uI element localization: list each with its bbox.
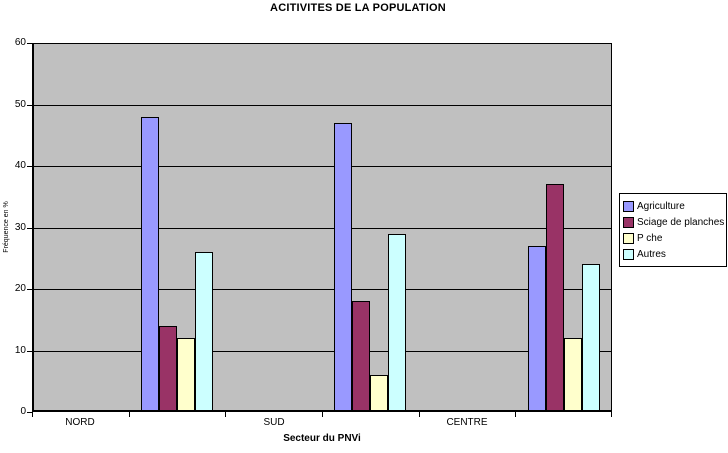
x-tick-mark bbox=[32, 412, 33, 417]
bar-nord-2 bbox=[177, 338, 195, 412]
legend-label: P che bbox=[637, 232, 663, 244]
x-tick-mark bbox=[225, 412, 226, 417]
y-tick-label: 20 bbox=[14, 283, 26, 294]
y-tick-mark bbox=[27, 166, 32, 167]
gridline-10 bbox=[32, 351, 612, 352]
y-tick-label: 40 bbox=[14, 160, 26, 171]
bar-centre-3 bbox=[582, 264, 600, 412]
legend-label: Agriculture bbox=[637, 200, 685, 212]
x-axis-line bbox=[32, 410, 612, 412]
x-tick-mark bbox=[611, 412, 612, 417]
bar-sud-1 bbox=[352, 301, 370, 412]
bar-sud-3 bbox=[388, 234, 406, 412]
x-category-label-centre: CENTRE bbox=[446, 417, 488, 428]
bar-centre-1 bbox=[546, 184, 564, 412]
legend: Agriculture Sciage de planches P che Autres bbox=[619, 193, 727, 267]
x-tick-mark bbox=[322, 412, 323, 417]
bar-centre-0 bbox=[528, 246, 546, 412]
chart-title: ACITIVITES DE LA POPULATION bbox=[270, 2, 446, 14]
y-tick-mark bbox=[27, 105, 32, 106]
x-category-label-nord: NORD bbox=[65, 417, 95, 428]
y-tick-label: 60 bbox=[14, 37, 26, 48]
legend-item: Agriculture bbox=[623, 198, 726, 214]
plot-area bbox=[32, 43, 612, 412]
legend-item: P che bbox=[623, 230, 726, 246]
gridline-60 bbox=[32, 43, 612, 44]
gridline-20 bbox=[32, 289, 612, 290]
x-tick-mark bbox=[515, 412, 516, 417]
gridline-30 bbox=[32, 228, 612, 229]
plot-right-border bbox=[611, 43, 612, 412]
legend-color-swatch bbox=[623, 232, 634, 244]
y-tick-label: 50 bbox=[14, 99, 26, 110]
y-tick-mark bbox=[27, 351, 32, 352]
bar-nord-3 bbox=[195, 252, 213, 412]
legend-label: Autres bbox=[637, 248, 666, 260]
bar-centre-2 bbox=[564, 338, 582, 412]
x-category-label-sud: SUD bbox=[263, 417, 285, 428]
legend-item: Sciage de planches bbox=[623, 214, 726, 230]
y-tick-label: 0 bbox=[20, 406, 26, 417]
y-axis-line bbox=[32, 43, 34, 412]
y-tick-label: 10 bbox=[14, 345, 26, 356]
gridline-40 bbox=[32, 166, 612, 167]
bar-sud-2 bbox=[370, 375, 388, 412]
y-tick-mark bbox=[27, 412, 32, 413]
legend-label: Sciage de planches bbox=[637, 216, 725, 228]
legend-color-swatch bbox=[623, 248, 634, 260]
y-tick-mark bbox=[27, 289, 32, 290]
bar-sud-0 bbox=[334, 123, 352, 412]
y-tick-mark bbox=[27, 43, 32, 44]
x-axis-title: Secteur du PNVi bbox=[283, 433, 361, 444]
bar-nord-1 bbox=[159, 326, 177, 412]
legend-item: Autres bbox=[623, 246, 726, 262]
y-tick-label: 30 bbox=[14, 222, 26, 233]
gridline-50 bbox=[32, 105, 612, 106]
y-tick-mark bbox=[27, 228, 32, 229]
x-tick-mark bbox=[129, 412, 130, 417]
x-tick-mark bbox=[419, 412, 420, 417]
legend-color-swatch bbox=[623, 200, 634, 212]
legend-color-swatch bbox=[623, 216, 634, 228]
bar-nord-0 bbox=[141, 117, 159, 412]
